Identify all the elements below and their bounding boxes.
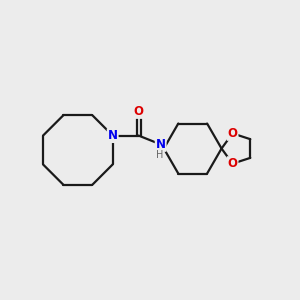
Text: H: H (156, 150, 164, 160)
Text: N: N (156, 138, 166, 151)
Text: O: O (227, 127, 238, 140)
Text: O: O (227, 157, 238, 170)
Text: N: N (108, 129, 118, 142)
Text: O: O (134, 105, 144, 118)
